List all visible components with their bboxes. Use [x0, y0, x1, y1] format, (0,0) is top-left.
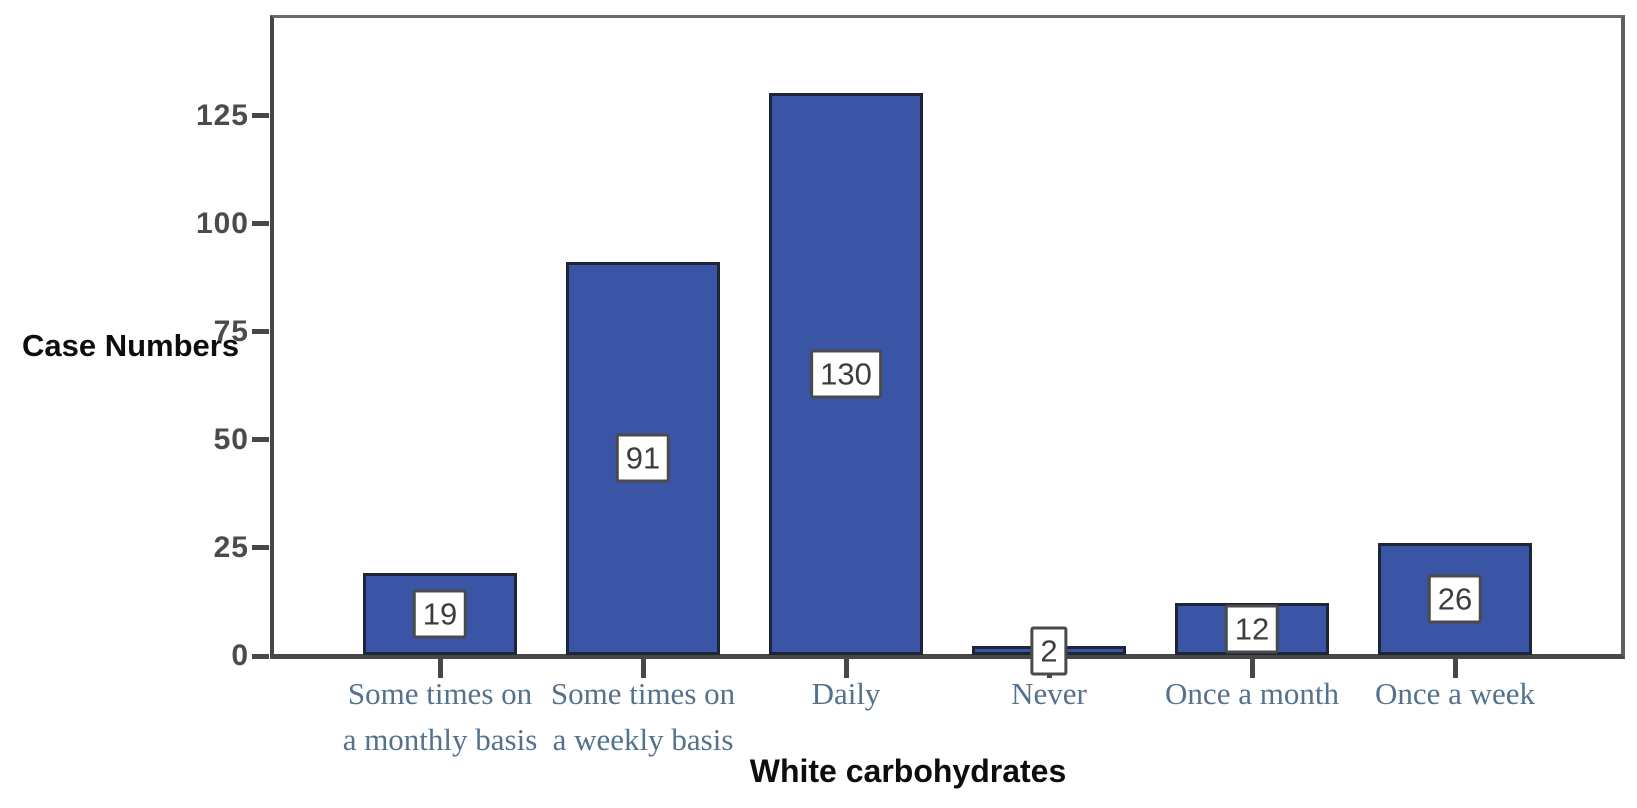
category-label: Daily [811, 676, 881, 711]
plot-frame [270, 15, 1625, 659]
y-axis-title: Case Numbers [22, 328, 240, 363]
y-axis-tick [252, 329, 269, 335]
category-label: Once a week [1374, 676, 1536, 711]
y-axis-tick [252, 653, 269, 659]
bar-value-label: 91 [615, 433, 671, 483]
y-axis-tick-label: 25 [213, 530, 249, 564]
bar-value-label: 130 [810, 349, 882, 399]
category-label: Some times on [347, 676, 533, 711]
y-axis-tick-label: 0 [231, 639, 249, 672]
x-axis-title: White carbohydrates [749, 753, 1067, 789]
y-axis-tick [252, 437, 269, 443]
x-axis-tick [641, 659, 646, 678]
y-axis-tick [252, 221, 269, 227]
bar-value-label: 26 [1427, 574, 1483, 624]
category-label: a monthly basis [342, 722, 538, 757]
category-label: Some times on [550, 676, 736, 711]
y-axis-tick [252, 113, 269, 119]
x-axis-tick [1453, 659, 1458, 678]
bar-value-label: 12 [1224, 604, 1280, 654]
bar-value-label: 19 [412, 589, 468, 639]
y-axis-tick-label: 125 [195, 98, 249, 132]
y-axis-tick [252, 545, 269, 551]
y-axis-tick-label: 100 [195, 206, 249, 240]
y-axis-tick-label: 75 [213, 314, 249, 348]
y-axis-tick-label: 50 [213, 422, 249, 456]
x-axis-tick [844, 659, 849, 678]
x-axis-tick [438, 659, 443, 678]
category-label: a weekly basis [552, 722, 734, 757]
bar-value-label: 2 [1030, 626, 1068, 676]
x-axis-tick [1250, 659, 1255, 678]
category-label: Never [1011, 676, 1087, 711]
category-label: Once a month [1165, 676, 1339, 711]
